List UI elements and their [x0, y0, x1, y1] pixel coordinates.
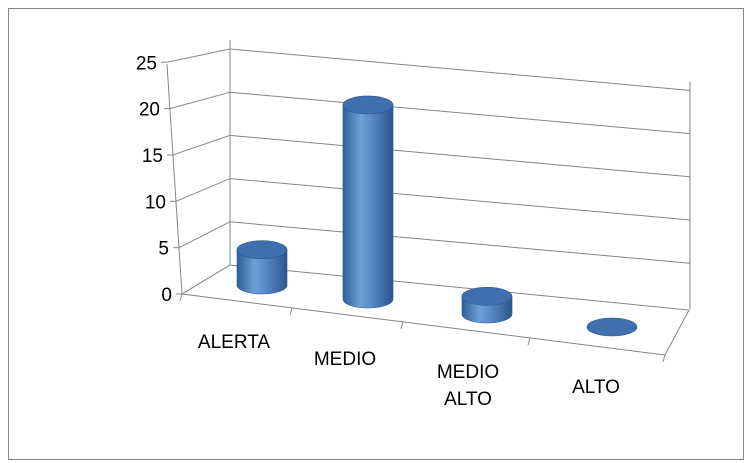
gridline-side	[169, 91, 231, 110]
y-tick-label: 20	[139, 100, 160, 121]
bar	[236, 240, 288, 295]
gridlines	[161, 48, 691, 363]
gridline	[229, 48, 691, 91]
bar	[342, 95, 394, 309]
bar-top	[342, 95, 394, 115]
x-tick-label: ALERTA	[198, 332, 270, 353]
gridline	[229, 134, 691, 178]
plot-walls	[166, 40, 691, 356]
bar	[461, 287, 513, 324]
x-tick-mark	[400, 321, 404, 330]
bars	[236, 95, 638, 337]
y-axis-tick-labels: 0 5 10 15 20 25	[136, 53, 172, 306]
gridline-side	[178, 221, 231, 249]
x-tick-mark	[662, 354, 666, 363]
y-tick-label: 25	[136, 53, 157, 74]
bar-body	[342, 104, 394, 309]
gridline-side	[166, 48, 231, 63]
bar-top	[236, 240, 288, 260]
x-tick-mark	[527, 337, 531, 346]
x-tick-label: MEDIO ALTO	[437, 362, 499, 410]
x-tick-label: ALTO	[572, 377, 620, 398]
gridline-side	[172, 134, 231, 156]
category-labels: ALERTA MEDIO MEDIO ALTO ALTO	[198, 332, 620, 410]
gridline-side	[181, 264, 231, 295]
y-tick-label: 0	[161, 285, 172, 306]
gridline	[229, 221, 691, 264]
bar-body	[236, 249, 288, 295]
gridline	[229, 178, 691, 221]
bar	[586, 317, 638, 337]
x-tick-mark	[179, 293, 183, 302]
gridline	[229, 91, 691, 135]
y-axis-line	[166, 64, 183, 295]
y-tick-label: 10	[145, 192, 166, 213]
y-tick-label: 5	[158, 239, 169, 260]
gridline-side	[175, 178, 231, 202]
bar-top	[586, 317, 638, 337]
x-tick-label: MEDIO	[314, 349, 376, 370]
bar-top	[461, 287, 513, 306]
y-tick-label: 15	[142, 146, 163, 167]
x-tick-mark	[289, 307, 293, 316]
